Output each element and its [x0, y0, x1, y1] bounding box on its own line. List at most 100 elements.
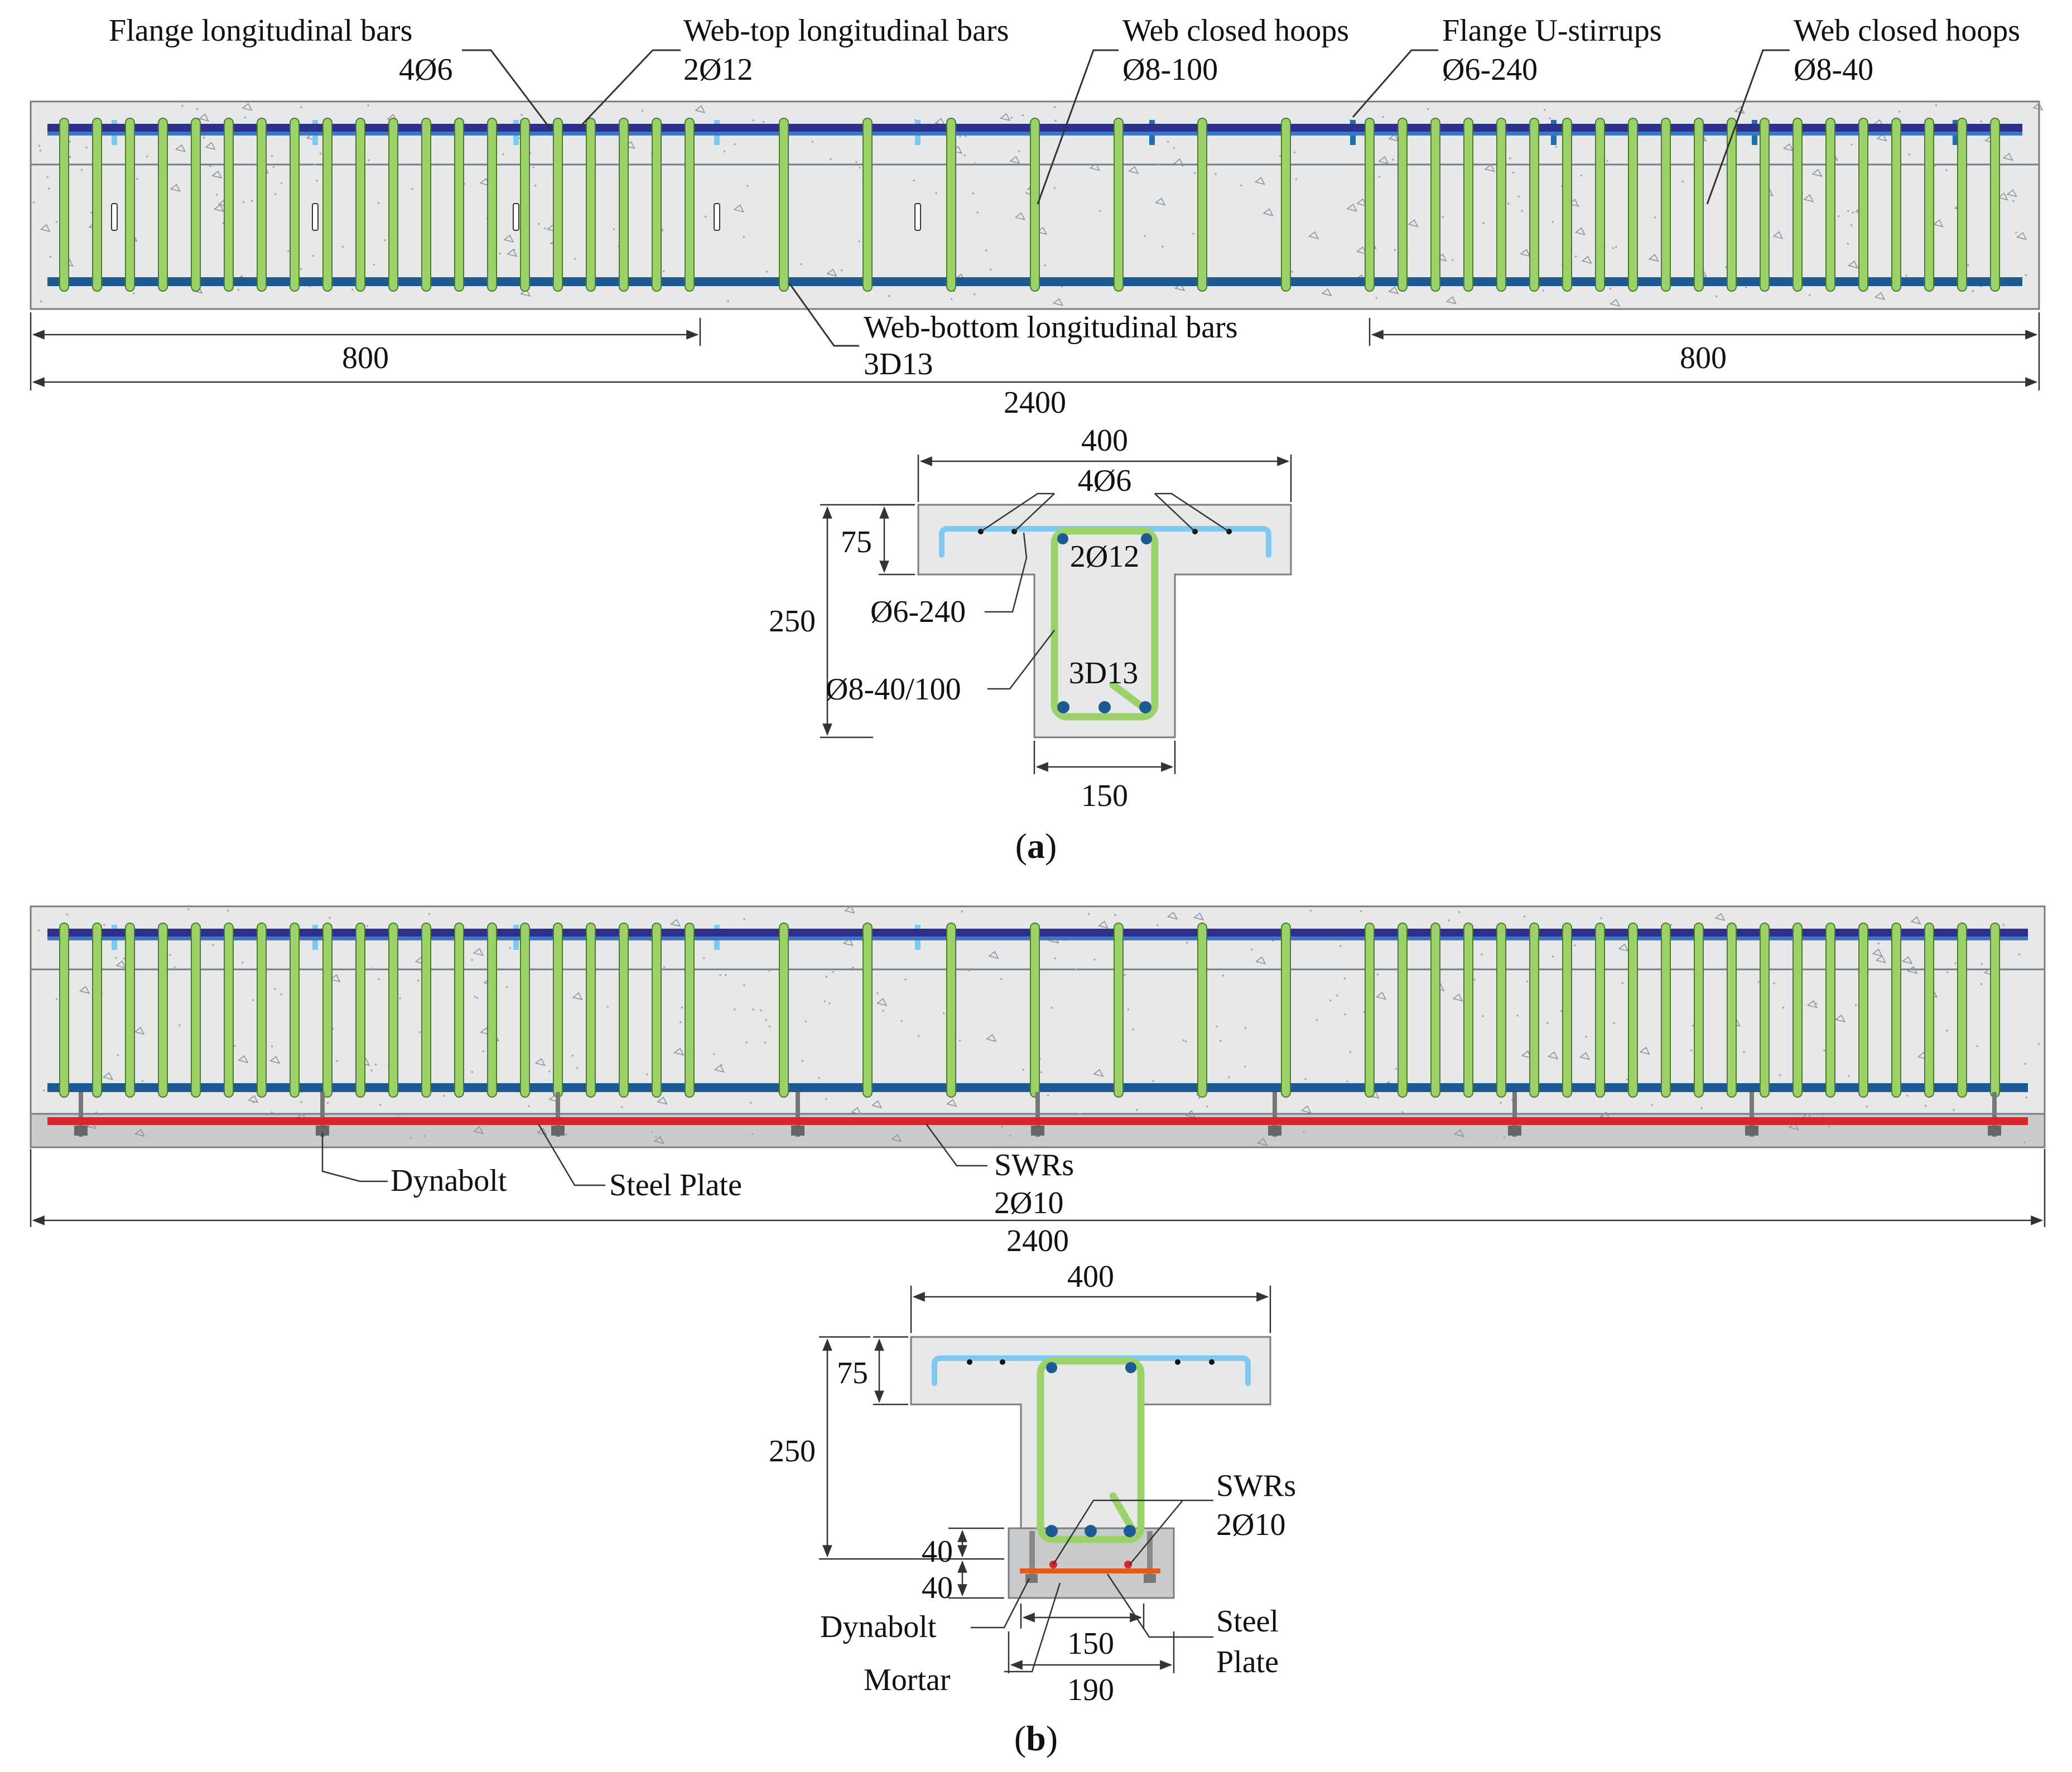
- hoop-bar: [1792, 923, 1803, 1098]
- sec-b-dynabolt: Dynabolt: [820, 1610, 937, 1644]
- hoop-bar: [59, 923, 69, 1098]
- elev-b-swrs-1: SWRs: [994, 1148, 1074, 1182]
- elev-b-steel-plate: Steel Plate: [609, 1168, 742, 1203]
- hoop-bar: [1562, 118, 1572, 292]
- hoop-bar: [388, 118, 398, 292]
- sec-a-web-width: 150: [1081, 779, 1128, 813]
- hoop-bar: [1694, 923, 1704, 1098]
- leader-hoops-a: [987, 630, 1055, 690]
- hoop-slots: [111, 203, 921, 231]
- slot: [714, 203, 720, 231]
- hoop-bar: [224, 118, 234, 292]
- sec-b-swrs-2: 2Ø10: [1216, 1508, 1285, 1542]
- hoop-bar: [1825, 923, 1835, 1098]
- hoop-bar: [1727, 923, 1737, 1098]
- hoop-bar: [355, 923, 365, 1098]
- hoop-bar: [487, 118, 497, 292]
- hoop-bar: [322, 118, 333, 292]
- sec-a-flange-bars: 4Ø6: [1078, 463, 1131, 498]
- hoop-bar: [1496, 923, 1506, 1098]
- hoop-bar: [1496, 118, 1506, 292]
- callout-hoops-40-2: Ø8-40: [1794, 52, 1873, 87]
- sec-b-40-bottom: 40: [922, 1571, 953, 1605]
- sec-b-steel-2: Plate: [1216, 1645, 1279, 1679]
- hoop-bar: [421, 118, 431, 292]
- slot: [312, 203, 319, 231]
- hoop-bar: [1463, 118, 1473, 292]
- panel-b-elevation: [30, 905, 2046, 1148]
- hoop-bar: [1825, 118, 1835, 292]
- hoop-bar: [1529, 923, 1539, 1098]
- hoop-bar: [652, 118, 662, 292]
- dynabolt-shank: [1273, 1092, 1277, 1137]
- hoop-bar: [1990, 923, 2000, 1098]
- hoop-bar: [520, 923, 530, 1098]
- dynabolt-shank: [320, 1092, 325, 1137]
- dynabolt-nut: [316, 1126, 329, 1136]
- dynabolt-shank: [1035, 1092, 1040, 1137]
- hoop-bar: [92, 118, 102, 292]
- callout-hoops-40-1: Web closed hoops: [1794, 13, 2020, 48]
- hoop-bar: [1114, 923, 1124, 1098]
- hoop-bar: [946, 923, 956, 1098]
- dynabolt-shank: [556, 1092, 560, 1137]
- leader-web-top: [578, 49, 681, 129]
- hoop-bar: [1727, 118, 1737, 292]
- hoop-bar: [125, 923, 135, 1098]
- hoop-bar: [290, 923, 300, 1098]
- sec-b-steel-1: Steel: [1216, 1604, 1279, 1639]
- dynabolt-nut: [1508, 1126, 1521, 1136]
- hoop-bar: [290, 118, 300, 292]
- hoop-bar: [1924, 923, 1934, 1098]
- hoop-bar: [421, 923, 431, 1098]
- hoop-bar: [1030, 118, 1040, 292]
- dynabolt-shank: [1750, 1092, 1754, 1137]
- hoop-bar: [158, 118, 168, 292]
- hoop-bar: [1562, 923, 1572, 1098]
- hoop-bar: [1197, 118, 1207, 292]
- hoop-bar: [1694, 118, 1704, 292]
- hoop-bar: [1430, 118, 1440, 292]
- hoop-bar: [619, 923, 629, 1098]
- sec-a-bottom-bars: 3D13: [1069, 656, 1138, 691]
- sec-b-flange-depth: 75: [837, 1356, 868, 1390]
- hoop-bar: [652, 923, 662, 1098]
- leader-web-bottom: [788, 283, 859, 347]
- hoop-bar: [454, 118, 464, 292]
- panel-b-callouts: Dynabolt Steel Plate SWRs 2Ø10: [321, 1123, 1074, 1220]
- hoop-bar: [487, 923, 497, 1098]
- bar-top-right-a: [1141, 533, 1152, 544]
- sec-b-total-depth: 250: [769, 1434, 816, 1469]
- hoop-bar: [1661, 923, 1671, 1098]
- hoop-bar: [946, 118, 956, 292]
- hoop-bar: [1281, 118, 1291, 292]
- hoop-bar: [1760, 118, 1770, 292]
- panel-a-dimensions: 800 800 2400: [30, 312, 2040, 420]
- hoop-bar: [125, 118, 135, 292]
- hoop-bar: [553, 118, 563, 292]
- hoop-bar: [1114, 118, 1124, 292]
- section-a-hoop: [1051, 527, 1159, 721]
- hoop-bar: [1858, 923, 1868, 1098]
- callout-hoops-100-2: Ø8-100: [1122, 52, 1218, 87]
- hoop-bar: [619, 118, 629, 292]
- dynabolts-b: [74, 1092, 2001, 1137]
- dynabolt-shank: [1992, 1092, 1997, 1137]
- callout-flange-long-1: Flange longitudinal bars: [109, 13, 412, 48]
- hoop-bar: [1365, 118, 1375, 292]
- sec-b-mortar: Mortar: [864, 1663, 951, 1697]
- hoop-bar: [1792, 118, 1803, 292]
- hoop-bar: [1197, 923, 1207, 1098]
- dynabolt-nut: [791, 1126, 804, 1136]
- elev-b-swrs-2: 2Ø10: [994, 1186, 1063, 1220]
- bar-bot-2-a: [1098, 701, 1111, 713]
- leader-flange-long: [462, 49, 552, 131]
- hoop-bar: [322, 923, 333, 1098]
- hoop-bar: [1628, 923, 1638, 1098]
- hoop-bar: [224, 923, 234, 1098]
- dynabolt-nut: [1031, 1126, 1044, 1136]
- dynabolt-nut: [1745, 1126, 1758, 1136]
- sec-a-flange-width: 400: [1081, 423, 1128, 458]
- hoop-bar: [257, 923, 267, 1098]
- hoop-bar: [1661, 118, 1671, 292]
